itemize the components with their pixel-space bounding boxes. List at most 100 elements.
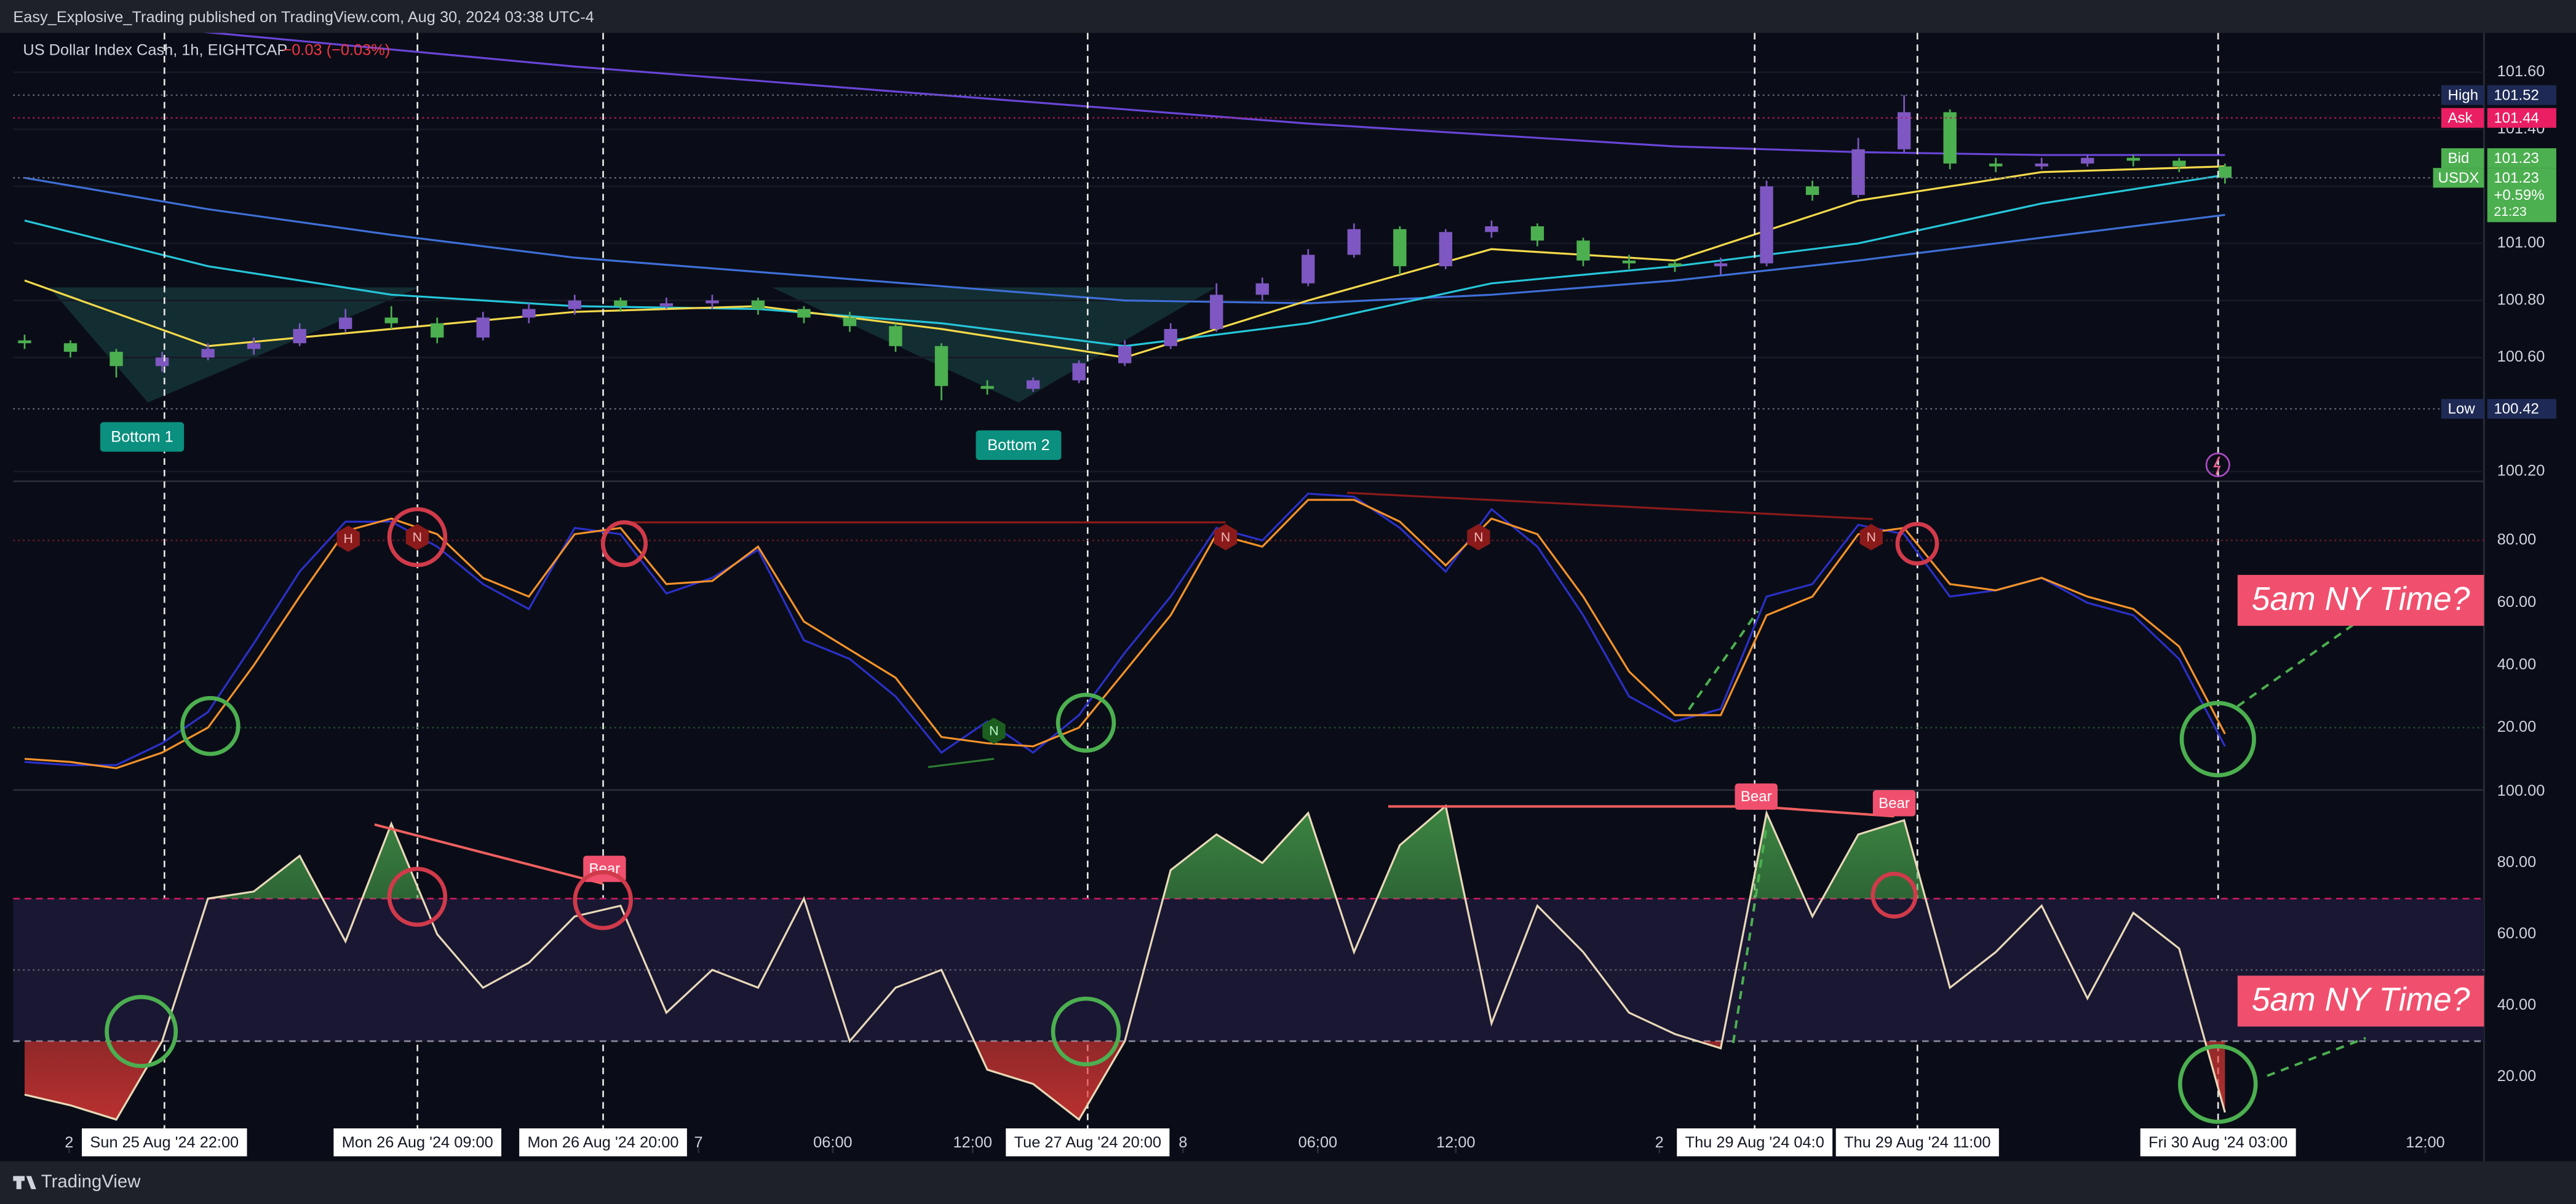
candle-body [614, 300, 627, 306]
candle-body [1439, 232, 1453, 266]
candle-body [934, 346, 948, 386]
bottom-box [100, 422, 185, 452]
price-tag-name [2441, 85, 2484, 105]
y-tick-label: 100.00 [2497, 782, 2545, 799]
price-tag [2487, 85, 2556, 105]
marker-label: N [989, 724, 998, 739]
note-box [2237, 975, 2484, 1027]
logo [13, 1176, 36, 1189]
candle-body [1805, 186, 1819, 195]
price-tag-name [2441, 108, 2484, 128]
series-line [24, 493, 2226, 766]
candle-body [751, 300, 765, 309]
marker [1467, 524, 1490, 550]
candle-body [339, 317, 352, 329]
price-tag [2487, 168, 2556, 223]
brand: TradingView [41, 1171, 141, 1192]
y-tick-label: 60.00 [2497, 593, 2536, 611]
y-tick-label: 80.00 [2497, 853, 2536, 871]
candle-body [1210, 295, 1223, 329]
candle-body [843, 317, 857, 327]
projection [1688, 610, 1759, 711]
candle-body [1714, 263, 1728, 266]
x-label-box [519, 1128, 687, 1157]
candle-body [155, 357, 169, 366]
price-tag-name-text: High [2448, 87, 2478, 103]
price-tag [2487, 398, 2556, 419]
x-label-box [333, 1128, 502, 1157]
price-tag [2487, 148, 2556, 168]
circle-highlight [1870, 871, 1918, 919]
x-tick-label: Sun 25 Aug '24 22:00 [90, 1134, 239, 1151]
candle-body [1576, 240, 1590, 261]
candle-body [2218, 166, 2232, 178]
pattern-shade [772, 287, 1216, 403]
y-tick-label: 20.00 [2497, 1067, 2536, 1085]
circle-highlight [387, 507, 448, 568]
bear-box [1735, 783, 1778, 810]
candle-body [1851, 149, 1865, 195]
circle-highlight [387, 866, 448, 927]
candle-body [1072, 363, 1086, 381]
note-text: 5am NY Time? [2252, 981, 2470, 1018]
candle-body [201, 349, 215, 358]
x-label-box [82, 1128, 247, 1157]
candle-body [431, 323, 444, 338]
trendline [928, 758, 995, 769]
trendline [1347, 491, 1873, 520]
candle-body [247, 343, 261, 349]
candle-body [1026, 380, 1040, 389]
y-tick-label: 101.00 [2497, 234, 2545, 251]
candle-body [889, 326, 902, 346]
candle-body [1760, 186, 1773, 264]
candle-body [706, 300, 719, 304]
overbought-fill [208, 806, 1926, 899]
circle-highlight [105, 995, 178, 1068]
candle-body [1347, 229, 1361, 255]
price-tag-name [2433, 168, 2484, 188]
marker-label: N [413, 529, 422, 544]
price-tag-value: 101.23 [2494, 150, 2538, 167]
x-tick-label: Fri 30 Aug '24 03:00 [2149, 1134, 2288, 1151]
candle-body [1485, 226, 1498, 232]
candle-body [1164, 328, 1177, 346]
pattern-shade [49, 287, 419, 403]
candle-body [797, 309, 811, 318]
x-tick-label: Thu 29 Aug '24 04:0 [1685, 1134, 1824, 1151]
projection [2236, 615, 2367, 708]
y-tick-label: 100.80 [2497, 291, 2545, 308]
x-label-box [2140, 1128, 2296, 1157]
candle-body [522, 309, 536, 318]
marker [336, 525, 360, 552]
publisher: Easy_Explosive_Trading published on Trad… [13, 9, 594, 26]
projection [1731, 829, 1768, 1044]
marker-label: H [344, 531, 353, 546]
candle-body [476, 317, 490, 338]
bottom-label: Bottom 2 [987, 437, 1049, 454]
circle-highlight [2179, 700, 2256, 778]
candle-body [2035, 163, 2048, 167]
y-tick-label: 100.20 [2497, 462, 2545, 480]
x-label-box [1835, 1128, 1999, 1157]
series-line [24, 804, 2226, 1122]
price-tag-name-text: Low [2448, 401, 2476, 418]
note-box [2237, 574, 2484, 626]
change-label: −0.03 (−0.03%) [282, 42, 390, 59]
circle-highlight [600, 520, 648, 568]
y-tick-label: 100.60 [2497, 348, 2545, 365]
candle-body [63, 343, 78, 352]
price-tag-value: 100.42 [2494, 401, 2538, 418]
marker-label: N [1866, 529, 1875, 544]
candle-body [568, 300, 582, 309]
candle-body [1668, 263, 1682, 266]
candle-body [1302, 255, 1315, 283]
price-tag-name-text: USDX [2438, 170, 2479, 186]
price-tag-change: +0.59% [2494, 187, 2544, 204]
bottom-label: Bottom 1 [111, 429, 173, 446]
x-tick-label: 2 [1655, 1134, 1664, 1151]
alert-icon [2205, 452, 2230, 478]
symbol-title: US Dollar Index Cash, 1h, EIGHTCAP [23, 42, 287, 59]
x-tick-label: 8 [1179, 1134, 1187, 1151]
